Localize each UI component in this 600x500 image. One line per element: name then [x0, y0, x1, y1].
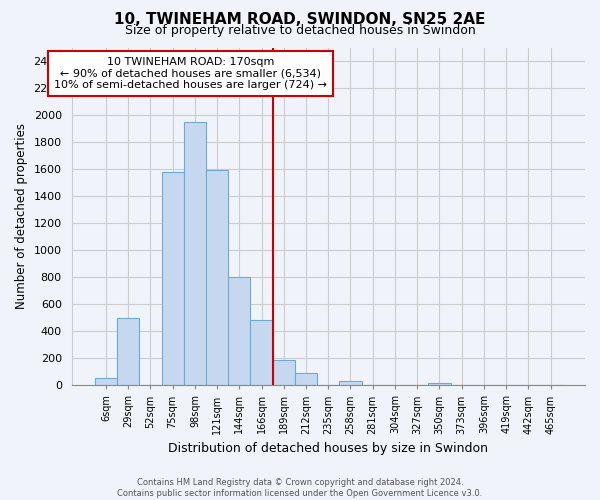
Bar	[340, 381, 362, 386]
Bar	[117, 318, 139, 386]
Bar	[95, 378, 117, 386]
Bar	[295, 373, 317, 386]
Text: 10, TWINEHAM ROAD, SWINDON, SN25 2AE: 10, TWINEHAM ROAD, SWINDON, SN25 2AE	[115, 12, 485, 28]
Bar	[428, 383, 451, 386]
Bar	[272, 360, 295, 386]
Bar	[250, 320, 272, 386]
X-axis label: Distribution of detached houses by size in Swindon: Distribution of detached houses by size …	[168, 442, 488, 455]
Bar	[161, 172, 184, 386]
Text: Size of property relative to detached houses in Swindon: Size of property relative to detached ho…	[125, 24, 475, 37]
Y-axis label: Number of detached properties: Number of detached properties	[15, 124, 28, 310]
Bar	[184, 122, 206, 386]
Text: 10 TWINEHAM ROAD: 170sqm
← 90% of detached houses are smaller (6,534)
10% of sem: 10 TWINEHAM ROAD: 170sqm ← 90% of detach…	[54, 57, 327, 90]
Bar	[206, 170, 228, 386]
Text: Contains HM Land Registry data © Crown copyright and database right 2024.
Contai: Contains HM Land Registry data © Crown c…	[118, 478, 482, 498]
Bar	[228, 277, 250, 386]
